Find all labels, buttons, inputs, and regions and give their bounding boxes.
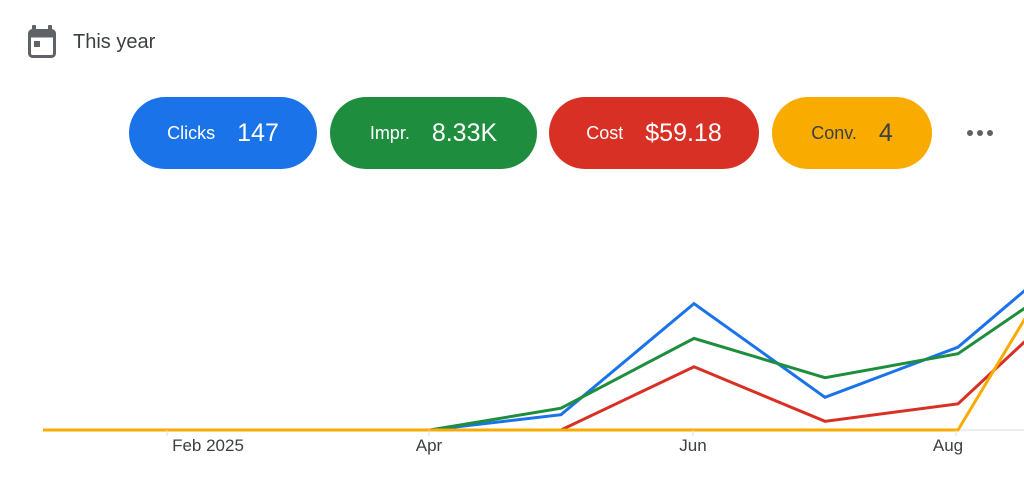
date-range-selector[interactable]: This year <box>28 24 155 60</box>
calendar-icon <box>28 25 56 59</box>
metric-value: $59.18 <box>645 118 722 147</box>
metric-value: 147 <box>237 118 279 147</box>
metric-value: 4 <box>878 118 893 147</box>
x-tick-label: Feb 2025 <box>172 436 244 455</box>
more-horizontal-icon <box>965 130 995 136</box>
metric-pill-impressions[interactable]: Impr. 8.33K <box>330 97 537 169</box>
performance-line-chart: Feb 2025 Apr Jun Aug <box>43 289 1024 455</box>
metric-label: Clicks <box>167 122 216 143</box>
more-options-button[interactable] <box>958 116 1002 150</box>
metric-label: Cost <box>586 122 624 143</box>
date-range-label: This year <box>73 30 156 53</box>
metric-label: Impr. <box>369 122 410 143</box>
x-tick-label: Apr <box>416 436 443 455</box>
series-line-conv <box>43 317 1024 432</box>
metric-pill-cost[interactable]: Cost $59.18 <box>549 97 759 169</box>
metric-label: Conv. <box>811 122 857 143</box>
x-tick-label: Aug <box>933 436 963 455</box>
series-line-clicks <box>43 289 1024 432</box>
series-line-cost <box>43 340 1024 432</box>
metric-value: 8.33K <box>431 118 498 147</box>
x-tick-label: Jun <box>679 436 706 455</box>
series-line-impr <box>43 306 1024 432</box>
metric-pill-clicks[interactable]: Clicks 147 <box>129 97 317 169</box>
metric-pill-conversions[interactable]: Conv. 4 <box>772 97 932 169</box>
